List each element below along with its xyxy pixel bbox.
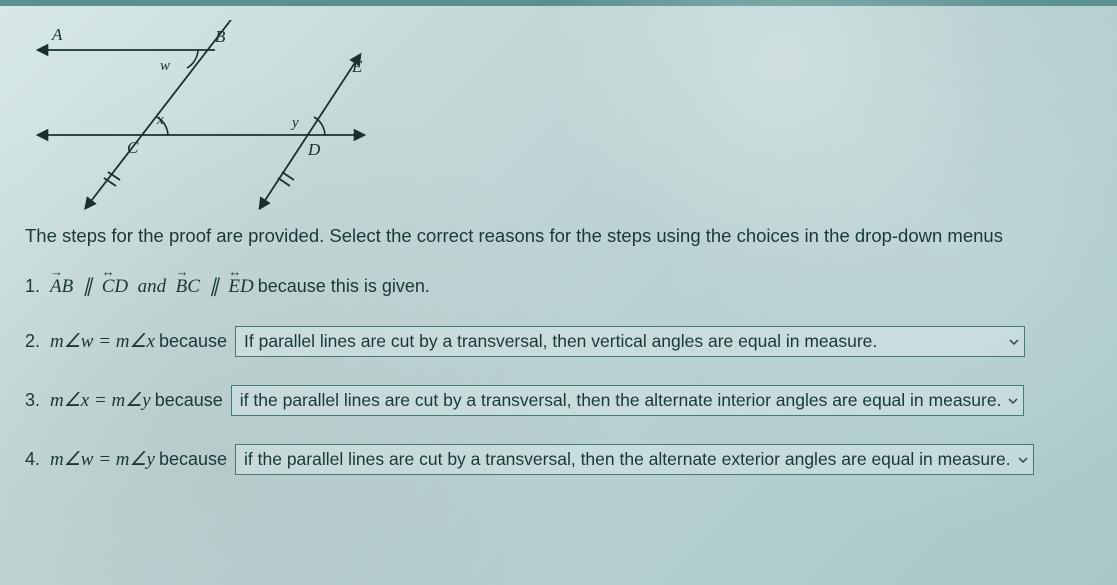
top-accent-bar [0,0,1117,6]
step-math: m∠x = m∠y [50,389,151,412]
step-number: 2. [25,331,40,352]
step-math: m∠w = m∠x [50,330,155,353]
label-y: y [290,115,299,131]
dropdown-value: If parallel lines are cut by a transvers… [244,331,877,352]
reason-dropdown[interactable]: If parallel lines are cut by a transvers… [235,326,1025,357]
proof-step: 3. m∠x = m∠y because if the parallel lin… [25,385,1097,416]
step-math: →AB ∥ ↔CD and →BC ∥ ↔ED [50,275,254,298]
step-number: 4. [25,449,40,470]
step-math: m∠w = m∠y [50,448,155,471]
step-number: 3. [25,390,40,411]
chevron-down-icon [1007,395,1019,407]
step-suffix: because [159,331,227,352]
proof-content: The steps for the proof are provided. Se… [25,225,1097,503]
label-x: x [156,112,164,128]
label-a: A [51,25,63,44]
chevron-down-icon [1008,336,1020,348]
step-suffix: because [159,449,227,470]
step-number: 1. [25,276,40,297]
label-b: B [215,27,226,46]
label-c: C [127,138,139,157]
dropdown-value: if the parallel lines are cut by a trans… [244,449,1011,470]
dropdown-value: if the parallel lines are cut by a trans… [240,390,1002,411]
label-d: D [307,140,321,159]
label-w: w [160,58,170,74]
chevron-down-icon [1017,454,1029,466]
label-e: E [351,57,363,76]
reason-dropdown[interactable]: if the parallel lines are cut by a trans… [235,444,1034,475]
step-suffix: because [155,390,223,411]
proof-step: 4. m∠w = m∠y because if the parallel lin… [25,444,1097,475]
reason-dropdown[interactable]: if the parallel lines are cut by a trans… [231,385,1025,416]
step-suffix: because this is given. [258,276,430,297]
geometry-figure: A B C D E w x y [30,20,390,210]
intro-text: The steps for the proof are provided. Se… [25,225,1097,247]
proof-step: 1. →AB ∥ ↔CD and →BC ∥ ↔ED because this … [25,275,1097,298]
figure-svg: A B C D E w x y [30,20,390,210]
proof-step: 2. m∠w = m∠x because If parallel lines a… [25,326,1097,357]
